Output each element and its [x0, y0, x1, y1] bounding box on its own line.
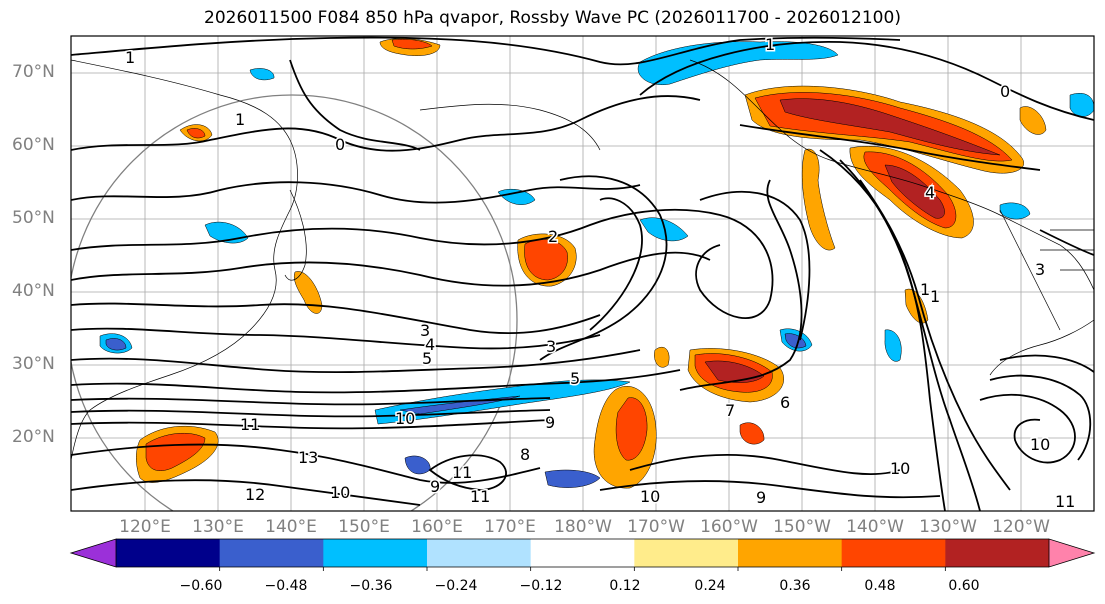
- contour-label: 4: [425, 335, 435, 354]
- map-title: 2026011500 F084 850 hPa qvapor, Rossby W…: [204, 8, 901, 28]
- colorbar-tick-label: −0.24: [434, 578, 478, 594]
- contour-label: 10: [640, 487, 660, 506]
- contour-label: 13: [298, 448, 318, 467]
- contour-label: 1: [765, 35, 775, 54]
- contour-label: 3: [420, 321, 430, 340]
- coastlines: [71, 59, 1094, 461]
- contour-label: 7: [725, 401, 735, 420]
- map-plot-area: 1 1 1 0 0 2 3 3 4 5 5 6 7 8 9 9 9 10 10 …: [71, 35, 1094, 511]
- colorbar-cell: [219, 539, 324, 567]
- contour-label: 3: [546, 337, 556, 356]
- colorbar-cell: [427, 539, 532, 567]
- colorbar-cell: [945, 539, 1050, 567]
- contour-label: 11: [1055, 492, 1075, 511]
- colorbar-tick-label: −0.36: [349, 578, 393, 594]
- colorbar-tick-label: −0.48: [264, 578, 308, 594]
- contour-label: 11: [452, 463, 472, 482]
- contour-label: 8: [520, 445, 530, 464]
- rossby-wave-contours: [71, 36, 1094, 511]
- lon-tick-label: 140°W: [846, 517, 904, 537]
- lon-tick-label: 160°E: [411, 517, 463, 537]
- colorbar-tick-label: 0.48: [864, 578, 896, 594]
- contour-label: 0: [335, 135, 345, 154]
- contour-label: 4: [925, 183, 935, 202]
- colorbar-cell: [323, 539, 428, 567]
- lon-tick-label: 120°E: [119, 517, 171, 537]
- colorbar-cell: [738, 539, 843, 567]
- contour-label: 10: [890, 459, 910, 478]
- colorbar-tick-label: 0.60: [948, 578, 980, 594]
- map-frame: [70, 35, 1095, 512]
- contour-label: 10: [395, 409, 415, 428]
- colorbar-cell: [530, 539, 635, 567]
- contour-label: 11: [470, 487, 490, 506]
- contour-label: 10: [330, 483, 350, 502]
- graticule: [71, 36, 1094, 511]
- lon-tick-label: 150°E: [338, 517, 390, 537]
- contour-label: 1: [125, 48, 135, 67]
- contour-label: 10: [1030, 435, 1050, 454]
- lat-tick-label: 20°N: [12, 427, 55, 447]
- lon-tick-label: 180°W: [554, 517, 612, 537]
- contour-label: 9: [430, 477, 440, 496]
- lon-tick-label: 170°E: [484, 517, 536, 537]
- lon-tick-label: 130°E: [192, 517, 244, 537]
- colorbar-tick-label: 0.12: [609, 578, 641, 594]
- lon-tick-label: 160°W: [700, 517, 758, 537]
- contour-label: 11: [240, 415, 260, 434]
- contour-label: 5: [570, 369, 580, 388]
- lat-tick-label: 70°N: [12, 62, 55, 82]
- lat-tick-label: 40°N: [12, 281, 55, 301]
- contour-label: 12: [245, 485, 265, 504]
- contour-label: 1: [235, 110, 245, 129]
- contour-labels: 1 1 1 0 0 2 3 3 4 5 5 6 7 8 9 9 9 10 10 …: [124, 35, 1077, 511]
- contour-label: 1: [920, 280, 930, 299]
- lon-tick-label: 170°W: [627, 517, 685, 537]
- colorbar-tick-label: −0.12: [519, 578, 563, 594]
- colorbar-extend-low: [69, 538, 117, 568]
- lon-tick-label: 130°W: [919, 517, 977, 537]
- lon-tick-label: 150°W: [773, 517, 831, 537]
- colorbar-tick-label: −0.60: [179, 578, 223, 594]
- moisture-anomaly-fill: [99, 38, 1094, 489]
- reference-circle: [71, 94, 518, 511]
- colorbar-extend-high: [1048, 538, 1096, 568]
- lat-tick-label: 60°N: [12, 135, 55, 155]
- colorbar-cell: [634, 539, 739, 567]
- contour-label: 1: [930, 287, 940, 306]
- contour-label: 9: [756, 488, 766, 507]
- lat-tick-label: 30°N: [12, 354, 55, 374]
- contour-label: 6: [780, 393, 790, 412]
- contour-label: 0: [1000, 82, 1010, 101]
- contour-label: 5: [422, 349, 432, 368]
- colorbar-tick-label: 0.36: [779, 578, 811, 594]
- lon-tick-label: 120°W: [992, 517, 1050, 537]
- contour-label: 3: [1035, 260, 1045, 279]
- colorbar-tick-label: 0.24: [694, 578, 726, 594]
- colorbar-cell: [841, 539, 946, 567]
- contour-label: 9: [545, 413, 555, 432]
- colorbar: [69, 538, 1096, 571]
- lon-tick-label: 140°E: [265, 517, 317, 537]
- colorbar-cell: [116, 539, 221, 567]
- contour-label: 2: [548, 227, 558, 246]
- lat-tick-label: 50°N: [12, 208, 55, 228]
